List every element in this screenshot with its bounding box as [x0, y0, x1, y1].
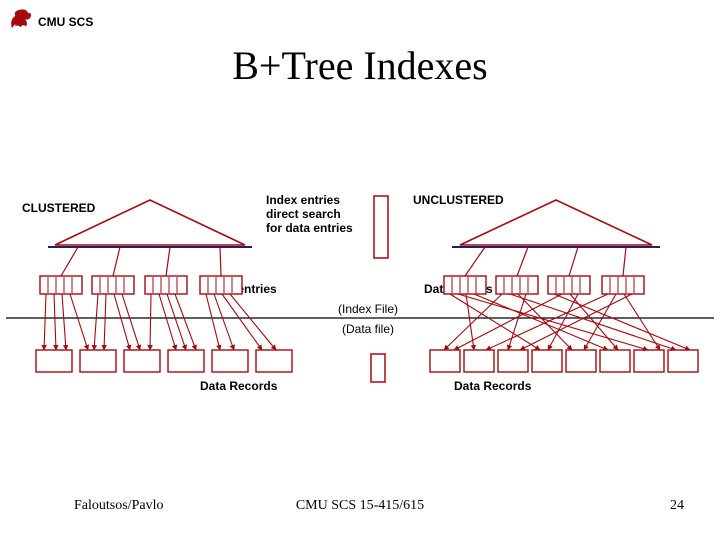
left-tree: [36, 200, 292, 372]
diagram-svg: [0, 0, 720, 540]
center-box: [374, 196, 388, 258]
right-tree: [430, 200, 698, 372]
center-small-box: [371, 354, 385, 382]
